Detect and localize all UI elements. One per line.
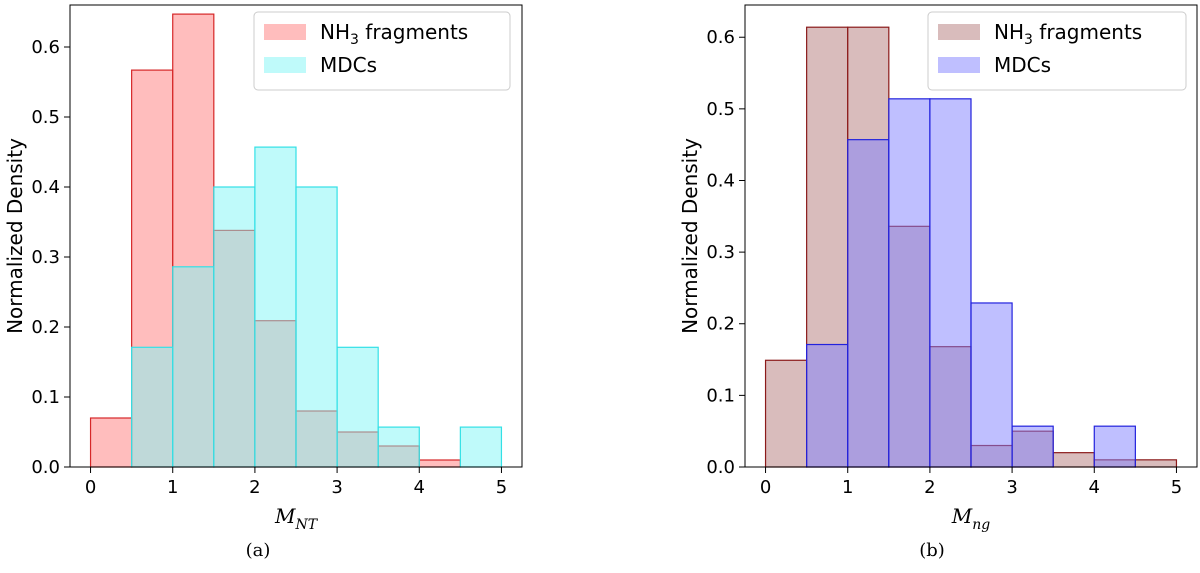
chart-panel-1: 0 1 2 3 4 5 0.0 0.1 0.2 0.3 0.4 0.5 0.6 Normalized De… [3,4,523,561]
series-2-bars [131,146,503,468]
bar [172,266,215,468]
bar [1011,425,1054,468]
bar [764,359,808,468]
x-tick-label: 1 [842,477,853,498]
bar [377,426,420,468]
legend: NH3 fragments MDCs [253,11,511,91]
bar [459,426,503,468]
x-tick-label: 3 [1006,477,1017,498]
bar [254,146,297,468]
x-tick-label: 4 [1089,477,1100,498]
bar [970,302,1013,468]
legend-box [927,11,1187,91]
bar [888,98,931,468]
bar [295,186,338,468]
x-tick-label: 2 [249,477,260,498]
bar [806,343,849,468]
x-tick-label: 5 [496,477,507,498]
bar [1052,452,1095,468]
legend-entry-rest: fragments [359,20,468,44]
x-axis-label: MNT [274,504,319,533]
y-tick-label: 0.4 [706,170,735,191]
legend-swatch [938,57,980,73]
legend-box [253,11,511,91]
legend-entry-sub: 3 [350,32,359,48]
x-tick-label: 0 [85,477,96,498]
y-axis-label: Normalized Density [678,138,702,334]
bar [418,459,461,468]
legend-entry: NH3 fragments [994,20,1142,48]
y-tick-label: 0.6 [706,27,735,48]
legend-swatch [264,24,306,40]
y-axis-label: Normalized Density [3,138,27,334]
x-tick-label: 1 [167,477,178,498]
y-tick-label: 0.6 [31,37,60,58]
y-tick-label: 0.0 [31,457,60,478]
x-tick-label: 3 [331,477,342,498]
x-tick-label: 5 [1171,477,1182,498]
bar [847,139,890,468]
legend-swatch [264,57,306,73]
legend: NH3 fragments MDCs [927,11,1187,91]
bar [213,186,256,468]
y-tick-label: 0.1 [706,385,735,406]
legend-swatch [938,24,980,40]
legend-entry-sub: 3 [1024,32,1033,48]
legend-entry-rest: fragments [1033,20,1142,44]
x-tick-label: 0 [760,477,771,498]
y-tick-label: 0.0 [706,457,735,478]
y-tick-label: 0.5 [31,107,60,128]
x-tick-label: 2 [924,477,935,498]
plot-frame [69,4,523,468]
legend-entry: NH3 fragments [320,20,468,48]
y-tick-label: 0.2 [706,314,735,335]
bar [131,346,174,468]
x-axis-label: Mng [951,504,991,533]
panel-caption: (a) [246,540,271,561]
bar [1134,459,1178,468]
legend-entry-base: NH [994,20,1024,44]
y-tick-label: 0.5 [706,99,735,120]
legend-entry-base: NH [320,20,350,44]
x-axis-symbol: M [274,504,296,528]
bar [336,346,379,468]
legend-entry: MDCs [994,53,1051,77]
y-tick-label: 0.1 [31,387,60,408]
bar [1093,425,1136,468]
x-axis-subscript: ng [972,517,990,533]
x-axis-symbol: M [951,504,973,528]
chart-panel-2: 0 1 2 3 4 5 0.0 0.1 0.2 0.3 0.4 0.5 0.6 Normalized De… [678,4,1198,561]
y-tick-label: 0.2 [31,317,60,338]
y-tick-label: 0.3 [706,242,735,263]
plot-frame [744,4,1198,468]
legend-entry: MDCs [320,53,377,77]
y-tick-label: 0.4 [31,177,60,198]
x-axis-subscript: NT [294,517,318,533]
bar [929,98,972,468]
bar [89,417,133,468]
x-tick-label: 4 [414,477,425,498]
panel-caption: (b) [919,540,945,561]
series-2-bars [806,98,1136,468]
y-tick-label: 0.3 [31,247,60,268]
